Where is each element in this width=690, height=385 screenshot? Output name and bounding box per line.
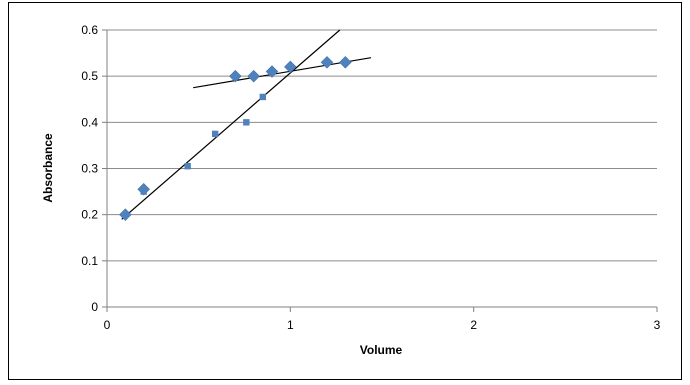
square-point-4: [243, 119, 250, 126]
y-tick-label-0: 0: [91, 300, 98, 314]
y-axis-title: Absorbance: [41, 133, 55, 203]
x-tick-label-3: 3: [654, 318, 661, 332]
x-tick-label-0: 0: [104, 318, 111, 332]
diamond-point-4: [265, 65, 279, 78]
tick-labels: 0 0.1 0.2 0.3 0.4 0.5 0.6 0 1 2 3: [81, 23, 660, 332]
square-point-6: [287, 63, 294, 71]
y-tick-label-1: 0.1: [81, 254, 98, 268]
x-axis-title: Volume: [360, 343, 403, 357]
gridlines: [107, 29, 657, 262]
x-tick-label-1: 1: [287, 318, 294, 332]
data-markers: [118, 55, 352, 222]
square-point-1: [140, 188, 147, 195]
x-tick-label-2: 2: [470, 318, 477, 332]
y-tick-label-4: 0.4: [81, 115, 98, 129]
square-point-5: [259, 93, 267, 101]
diamond-point-2: [228, 69, 242, 83]
y-tick-label-2: 0.2: [81, 208, 98, 222]
y-tick-label-6: 0.6: [81, 23, 98, 37]
diamond-point-7: [338, 55, 352, 69]
square-point-3: [211, 130, 219, 138]
axes: [102, 29, 658, 312]
y-tick-label-3: 0.3: [81, 162, 98, 176]
y-tick-label-5: 0.5: [81, 69, 98, 83]
diamond-point-6: [320, 55, 334, 69]
diamond-point-3: [247, 69, 261, 83]
trendline-0: [121, 29, 341, 220]
square-point-2: [184, 162, 191, 170]
square-point-0: [122, 211, 129, 218]
